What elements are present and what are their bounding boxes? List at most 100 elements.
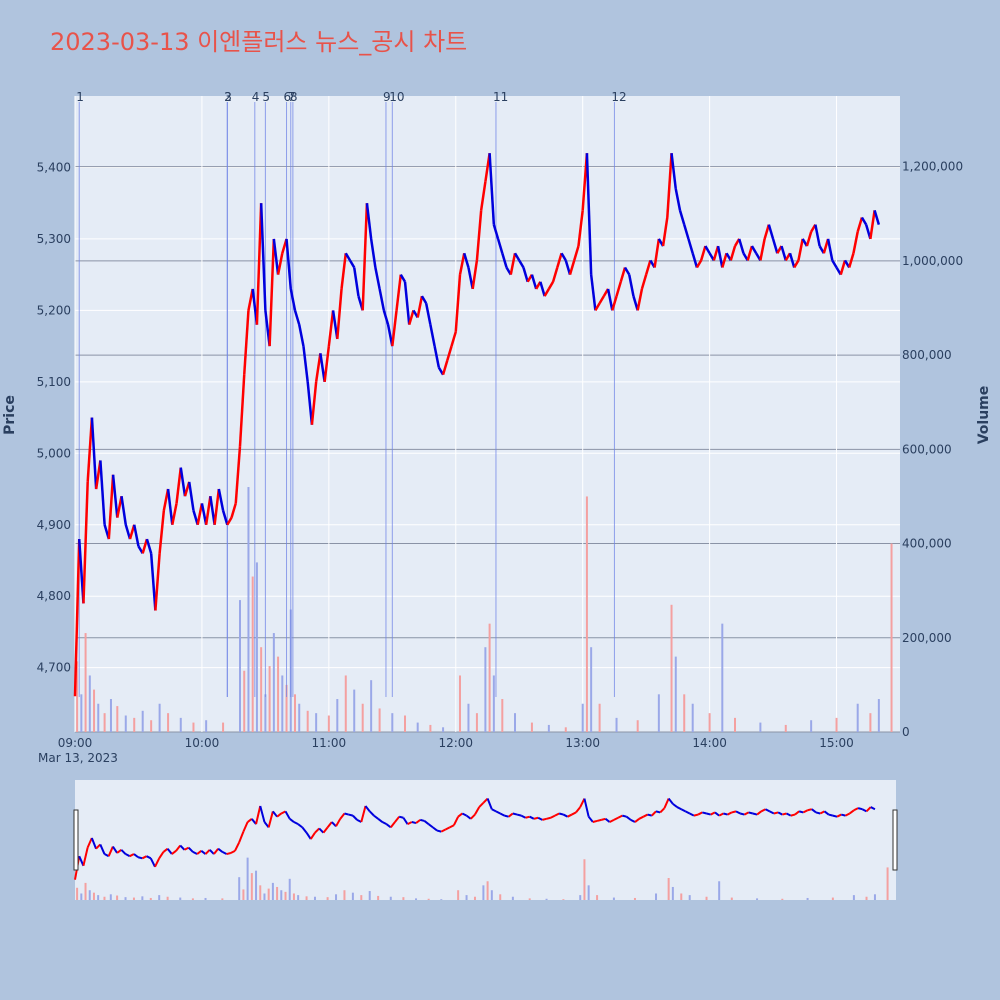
slider-volume-bar	[313, 896, 316, 900]
slider-volume-bar	[284, 891, 287, 900]
slider-price-segment	[773, 811, 779, 815]
price-segment	[518, 259, 525, 269]
slider-volume-bar	[781, 898, 784, 900]
slider-price-segment	[743, 811, 750, 816]
slider-volume-bar	[116, 895, 119, 900]
volume-bar	[683, 694, 686, 732]
event-label: 1	[76, 90, 84, 104]
price-segment	[826, 238, 834, 261]
price-segment	[124, 524, 132, 540]
slider-volume-bar	[179, 897, 182, 900]
slider-price-segment	[702, 811, 707, 815]
price-segment	[416, 295, 424, 318]
slider-volume-bar	[335, 894, 338, 900]
slider-volume-bar	[360, 895, 363, 900]
range-slider-right-handle[interactable]	[892, 809, 898, 871]
slider-price-segment	[601, 817, 606, 821]
slider-price-segment	[352, 814, 358, 821]
price-segment	[699, 245, 707, 261]
main-plot-background[interactable]	[75, 96, 900, 732]
slider-volume-bar	[852, 895, 855, 900]
slider-price-segment	[655, 810, 661, 814]
slider-volume-bar	[76, 887, 79, 900]
slider-volume-bar	[427, 898, 430, 900]
price-segment	[293, 310, 301, 326]
volume-bar	[467, 703, 470, 732]
y2-axis-title: Volume	[976, 386, 992, 445]
price-segment	[166, 488, 174, 525]
slider-price-segment	[727, 811, 733, 816]
slider-volume-bar	[276, 886, 279, 900]
slider-price-segment	[807, 808, 813, 812]
slider-price-segment	[116, 848, 122, 854]
price-segment	[471, 260, 479, 290]
slider-volume-bar	[255, 870, 258, 900]
slider-volume-bar	[97, 895, 100, 900]
slider-price-segment	[638, 815, 644, 820]
slider-price-segment	[305, 832, 312, 840]
slider-price-segment	[360, 805, 367, 823]
y2-tick-label: 200,000	[902, 631, 952, 645]
slider-price-segment	[166, 848, 173, 855]
slider-price-segment	[129, 853, 135, 858]
slider-volume-bar	[297, 895, 300, 900]
slider-price-segment	[196, 850, 202, 855]
slider-price-segment	[689, 812, 695, 817]
slider-price-segment	[828, 813, 834, 817]
price-segment	[429, 324, 436, 347]
slider-price-segment	[377, 818, 383, 823]
price-segment	[226, 516, 233, 526]
volume-bar	[116, 706, 119, 732]
x-tick-label: 12:00	[438, 736, 473, 750]
price-segment	[856, 217, 864, 233]
slider-price-segment	[765, 808, 771, 813]
slider-volume-bar	[806, 897, 809, 900]
slider-price-segment	[402, 817, 409, 825]
volume-bar	[404, 715, 406, 732]
price-segment	[577, 210, 584, 247]
slider-price-segment	[575, 806, 582, 814]
slider-price-segment	[470, 813, 476, 820]
price-segment	[560, 252, 567, 261]
price-segment	[623, 266, 631, 276]
volume-bar	[239, 600, 241, 732]
range-slider-left-handle[interactable]	[73, 809, 79, 871]
price-segment	[209, 495, 216, 525]
slider-price-segment	[567, 813, 573, 818]
slider-price-segment	[516, 813, 522, 817]
slider-price-segment	[777, 811, 783, 816]
y-tick-label: 5,100	[37, 375, 71, 389]
price-segment	[543, 288, 550, 297]
slider-price-segment	[710, 811, 716, 816]
price-segment	[403, 281, 411, 325]
slider-price-segment	[845, 812, 851, 817]
volume-bar	[80, 694, 83, 732]
slider-volume-bar	[587, 885, 590, 900]
slider-volume-bar	[831, 897, 834, 900]
price-segment	[585, 153, 593, 275]
slider-price-segment	[267, 811, 274, 828]
volume-bar	[442, 727, 445, 732]
slider-price-segment	[280, 810, 286, 815]
slider-price-segment	[790, 813, 796, 817]
volume-bar	[890, 543, 893, 732]
slider-volume-bar	[84, 882, 87, 900]
volume-bar	[84, 633, 87, 732]
slider-price-segment	[756, 810, 762, 816]
slider-price-segment	[125, 853, 131, 858]
volume-bar	[877, 699, 880, 732]
slider-price-segment	[752, 812, 758, 816]
slider-price-segment	[90, 837, 97, 850]
price-segment	[589, 274, 597, 311]
y-axis-title: Price	[2, 395, 18, 435]
chart-title: 2023-03-13 이엔플러스 뉴스_공시 차트	[50, 28, 468, 56]
volume-bar	[133, 717, 136, 732]
price-segment	[670, 153, 678, 190]
range-slider[interactable]	[75, 780, 896, 900]
volume-bar	[784, 724, 787, 732]
volume-bar	[158, 703, 161, 732]
volume-bar	[581, 703, 584, 732]
price-segment	[285, 238, 293, 290]
volume-bar	[391, 713, 394, 732]
slider-price-segment	[175, 844, 182, 852]
